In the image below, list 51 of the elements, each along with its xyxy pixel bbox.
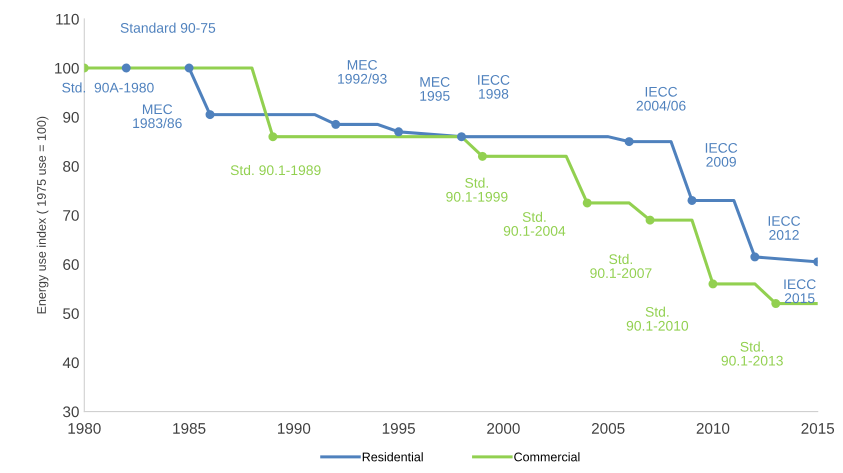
annotation: Standard 90-75 (120, 22, 216, 33)
annotation: Std. 90.1-1989 (230, 164, 321, 176)
x-tick-label: 2000 (487, 423, 520, 434)
point (184, 63, 194, 72)
x-tick-label: 2015 (801, 423, 834, 434)
point (268, 132, 278, 142)
annotation: Std. 90.1-2007 (590, 254, 652, 278)
legend-label: Commercial (514, 452, 580, 462)
y-tick-label: 110 (56, 14, 79, 25)
x-tick-label: 1980 (68, 423, 101, 434)
point (708, 279, 718, 288)
annotation: IECC 1998 (478, 75, 510, 99)
x-tick-label: 2010 (696, 423, 730, 434)
y-axis-title: Energy use index ( 1975 use = 100) (36, 116, 48, 314)
x-tick-label: 1995 (382, 423, 415, 434)
point (646, 216, 655, 225)
annotation: Std. 90A-1980 (62, 82, 154, 93)
annotation: IECC 2015 (784, 279, 816, 304)
x-tick-label: 2005 (592, 423, 625, 434)
y-tick-label: 30 (63, 406, 79, 418)
point (478, 152, 487, 161)
point (771, 299, 780, 308)
point (394, 127, 404, 136)
point (624, 137, 634, 146)
point (122, 63, 131, 72)
annotation: IECC 2012 (768, 216, 800, 240)
y-tick-label: 70 (63, 210, 79, 221)
annotation: Std. 90.1-2010 (626, 306, 688, 331)
y-tick-label: 90 (63, 112, 79, 123)
annotation: MEC 1983/86 (133, 104, 182, 128)
x-tick-label: 1990 (278, 423, 310, 434)
annotation: IECC 2009 (706, 142, 738, 167)
annotation: Std. 90.1-2004 (504, 212, 566, 236)
point (331, 120, 340, 129)
point (750, 252, 760, 262)
point (456, 132, 466, 142)
y-tick-label: 60 (63, 259, 79, 270)
y-tick-label: 100 (55, 62, 79, 74)
annotation: MEC 1992/93 (338, 60, 387, 84)
y-tick-label: 80 (63, 161, 79, 172)
y-tick-label: 50 (63, 308, 79, 320)
legend-label: Residential (362, 452, 423, 462)
annotation: MEC 1995 (420, 77, 450, 101)
x-tick-label: 1985 (173, 423, 206, 434)
point (582, 198, 592, 208)
point (687, 196, 696, 205)
point (206, 110, 215, 120)
annotation: Std. 90.1-1999 (446, 178, 508, 202)
annotation: IECC 2004/06 (636, 86, 686, 111)
annotation: Std. 90.1-2013 (722, 341, 783, 366)
y-tick-label: 40 (62, 357, 79, 368)
